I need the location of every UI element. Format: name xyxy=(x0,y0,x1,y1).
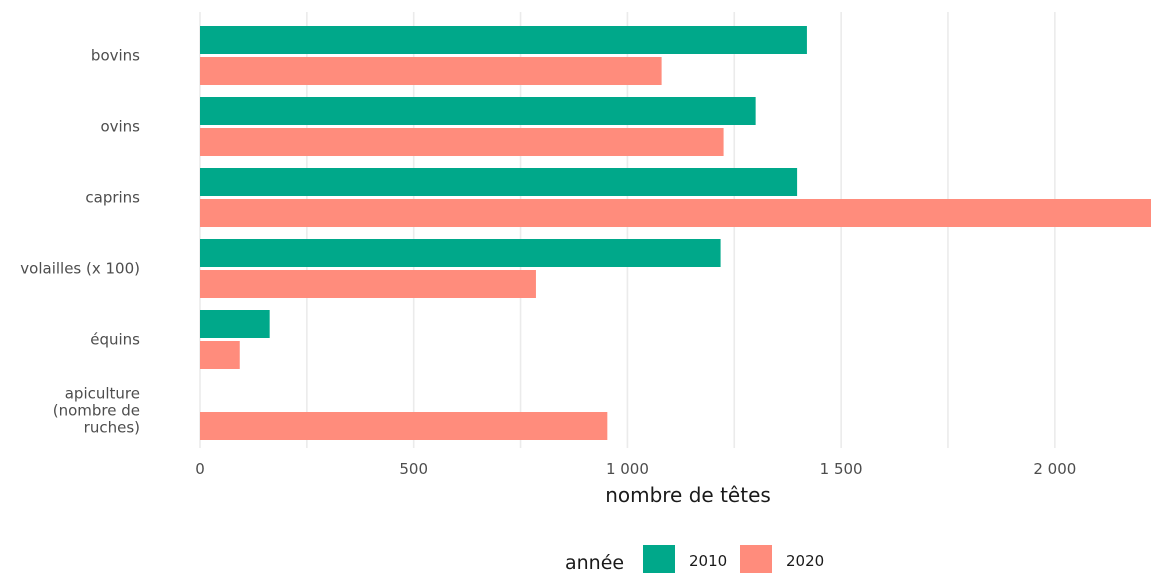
bar-2010-4 xyxy=(200,310,270,338)
category-label-4: équins xyxy=(90,331,140,349)
x-tick-label-0: 0 xyxy=(195,460,205,478)
x-axis-title: nombre de têtes xyxy=(605,483,771,507)
category-label-0: bovins xyxy=(91,47,140,65)
legend: année 2010 2020 xyxy=(565,545,824,573)
bar-2010-1 xyxy=(200,97,756,125)
bar-2020-3 xyxy=(200,270,536,298)
category-label-1: ovins xyxy=(100,118,140,136)
legend-label-2010: 2010 xyxy=(689,552,727,570)
legend-label-2020: 2020 xyxy=(786,552,824,570)
bar-2010-3 xyxy=(200,239,721,267)
legend-title: année xyxy=(565,552,624,573)
x-tick-label-500: 500 xyxy=(399,460,428,478)
category-label-3: volailles (x 100) xyxy=(20,260,140,278)
x-tick-label-2000: 2 000 xyxy=(1033,460,1076,478)
bar-2010-0 xyxy=(200,26,807,54)
category-label-2: caprins xyxy=(85,189,140,207)
bar-2020-0 xyxy=(200,57,662,85)
x-tick-labels: 0 500 1 000 1 500 2 000 xyxy=(195,460,1076,478)
category-labels: bovins ovins caprins volailles (x 100) équin… xyxy=(20,47,140,437)
bar-2010-2 xyxy=(200,168,798,196)
bar-2020-5 xyxy=(200,412,608,440)
x-tick-label-1500: 1 500 xyxy=(820,460,863,478)
bars xyxy=(200,26,1151,440)
category-label-5: apiculture (nombre de ruches) xyxy=(53,385,140,437)
legend-swatch-2020 xyxy=(740,545,772,573)
bar-2020-2 xyxy=(200,199,1151,227)
bar-2020-1 xyxy=(200,128,724,156)
bar-2020-4 xyxy=(200,341,240,369)
legend-swatch-2010 xyxy=(643,545,675,573)
x-tick-label-1000: 1 000 xyxy=(606,460,649,478)
